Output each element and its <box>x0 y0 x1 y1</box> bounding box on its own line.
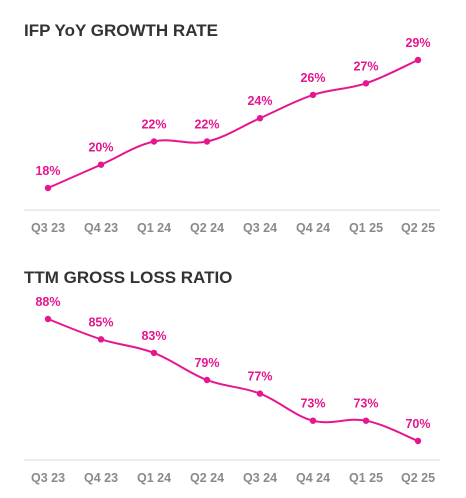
x-tick-label: Q2 24 <box>190 471 224 485</box>
series-line-ifp-growth <box>47 59 419 189</box>
data-point <box>414 56 422 64</box>
x-tick-label: Q4 24 <box>296 221 330 235</box>
data-label: 73% <box>353 397 378 411</box>
data-point <box>256 115 264 122</box>
data-point <box>203 138 211 145</box>
data-point <box>150 349 158 357</box>
x-tick-label: Q1 25 <box>349 471 383 485</box>
series-line-gross-loss <box>47 318 419 442</box>
data-point <box>44 315 52 323</box>
data-label: 77% <box>247 370 272 384</box>
x-tick-label: Q1 24 <box>137 221 171 235</box>
chart-title-gross-loss: TTM GROSS LOSS RATIO <box>24 268 232 287</box>
x-tick-label: Q1 25 <box>349 221 383 235</box>
x-tick-label: Q4 23 <box>84 221 118 235</box>
data-point <box>256 390 264 397</box>
data-point <box>362 417 370 424</box>
data-label: 24% <box>247 94 272 108</box>
chart-ttm-gross-loss: TTM GROSS LOSS RATIO 88% 85% 83% 79% 77% 73% 7… <box>24 268 440 485</box>
data-label: 88% <box>35 295 60 309</box>
data-label: 22% <box>194 118 219 132</box>
x-tick-label: Q2 24 <box>190 221 224 235</box>
data-point <box>44 184 52 192</box>
data-point <box>97 336 105 343</box>
data-label: 29% <box>405 36 430 50</box>
data-label: 79% <box>194 356 219 370</box>
x-tick-label: Q2 25 <box>401 221 435 235</box>
data-label: 22% <box>141 118 166 132</box>
x-tick-label: Q4 23 <box>84 471 118 485</box>
x-tick-label: Q3 23 <box>31 471 65 485</box>
x-tick-label: Q2 25 <box>401 471 435 485</box>
data-point <box>309 91 317 99</box>
x-tick-label: Q4 24 <box>296 471 330 485</box>
data-label: 85% <box>88 315 113 329</box>
data-label: 83% <box>141 329 166 343</box>
data-label: 18% <box>35 164 60 178</box>
data-point <box>97 161 105 168</box>
data-label: 27% <box>353 59 378 73</box>
data-point <box>203 376 211 384</box>
x-tick-label: Q3 24 <box>243 471 277 485</box>
x-tick-label: Q3 24 <box>243 221 277 235</box>
chart-plot-gross-loss: 88% 85% 83% 79% 77% 73% 73% 70% <box>35 295 431 445</box>
chart-plot-ifp-growth: 18% 20% 22% 22% 24% 26% 27% 29% <box>35 36 431 192</box>
chart-ifp-yoy-growth: IFP YoY GROWTH RATE 18% 20% 22% 22% 24% 26% 27… <box>24 21 440 235</box>
data-point <box>414 437 422 445</box>
data-label: 73% <box>300 397 325 411</box>
data-point <box>150 138 158 145</box>
x-axis-ticks-ifp-growth: Q3 23 Q4 23 Q1 24 Q2 24 Q3 24 Q4 24 Q1 25 Q2 25 <box>31 221 435 235</box>
data-point <box>309 417 317 424</box>
chart-title-ifp-growth: IFP YoY GROWTH RATE <box>24 21 218 40</box>
data-label: 20% <box>88 141 113 155</box>
x-axis-ticks-gross-loss: Q3 23 Q4 23 Q1 24 Q2 24 Q3 24 Q4 24 Q1 25 Q2 25 <box>31 471 435 485</box>
x-tick-label: Q1 24 <box>137 471 171 485</box>
data-label: 70% <box>405 417 430 431</box>
data-label: 26% <box>300 71 325 85</box>
x-tick-label: Q3 23 <box>31 221 65 235</box>
data-point <box>362 80 370 87</box>
